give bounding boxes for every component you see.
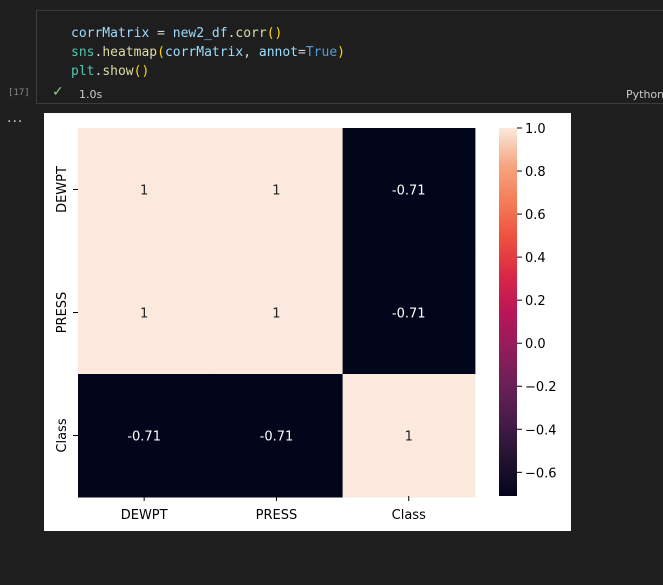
colorbar xyxy=(499,128,517,496)
heatmap-cell xyxy=(342,128,476,252)
cell-annotation: 1 xyxy=(140,184,148,199)
x-tick-label: Class xyxy=(392,508,426,523)
colorbar-tick-label: −0.6 xyxy=(525,466,557,481)
success-check-icon: ✓ xyxy=(52,84,64,100)
heatmap-chart: 1 1 -0.71 1 1 -0.71 -0.71 -0.71 1 DEWPT PRESS Clas… xyxy=(55,122,557,523)
y-tick-label: DEWPT xyxy=(55,166,70,213)
heatmap-cell xyxy=(78,251,211,375)
code-cell[interactable]: corrMatrix = new2_df.corr() sns.heatmap(… xyxy=(36,10,663,104)
cell-annotation: 1 xyxy=(272,184,280,199)
cell-output: 1 1 -0.71 1 1 -0.71 -0.71 -0.71 1 DEWPT PRESS Clas… xyxy=(44,113,571,531)
code-editor[interactable]: corrMatrix = new2_df.corr() sns.heatmap(… xyxy=(71,24,345,81)
y-tick-label: Class xyxy=(55,418,70,452)
colorbar-tick-label: 0.4 xyxy=(525,251,546,266)
code-line-3: plt.show() xyxy=(71,64,150,79)
colorbar-tick-label: 0.8 xyxy=(525,165,546,180)
cell-annotation: 1 xyxy=(405,430,413,445)
code-line-2: sns.heatmap(corrMatrix, annot=True) xyxy=(71,45,345,60)
colorbar-tick-label: 0.0 xyxy=(525,337,546,352)
cell-annotation: 1 xyxy=(272,307,280,322)
heatmap-cell xyxy=(210,251,344,375)
output-more-icon[interactable]: ... xyxy=(7,110,24,126)
colorbar-tick-label: −0.4 xyxy=(525,423,557,438)
cell-annotation: -0.71 xyxy=(392,307,426,322)
kernel-language-label[interactable]: Python xyxy=(626,88,663,101)
heatmap-cell xyxy=(78,374,211,498)
colorbar-tick-label: 1.0 xyxy=(525,122,546,137)
heatmap-cell xyxy=(342,374,476,498)
x-tick-label: PRESS xyxy=(256,508,298,523)
cell-annotation: 1 xyxy=(140,307,148,322)
colorbar-tick-label: 0.2 xyxy=(525,294,546,309)
colorbar-tick-label: −0.2 xyxy=(525,380,557,395)
heatmap-cell xyxy=(342,251,476,375)
execution-count: [17] xyxy=(8,88,30,98)
y-tick-label: PRESS xyxy=(55,292,70,334)
cell-annotation: -0.71 xyxy=(127,430,161,445)
heatmap-cell xyxy=(210,128,344,252)
colorbar-tick-label: 0.6 xyxy=(525,208,546,223)
cell-annotation: -0.71 xyxy=(260,430,294,445)
heatmap-cell xyxy=(210,374,344,498)
x-tick-label: DEWPT xyxy=(121,508,168,523)
heatmap-cell xyxy=(78,128,211,252)
cell-annotation: -0.71 xyxy=(392,184,426,199)
execution-time: 1.0s xyxy=(79,88,103,101)
code-line-1: corrMatrix = new2_df.corr() xyxy=(71,26,283,41)
